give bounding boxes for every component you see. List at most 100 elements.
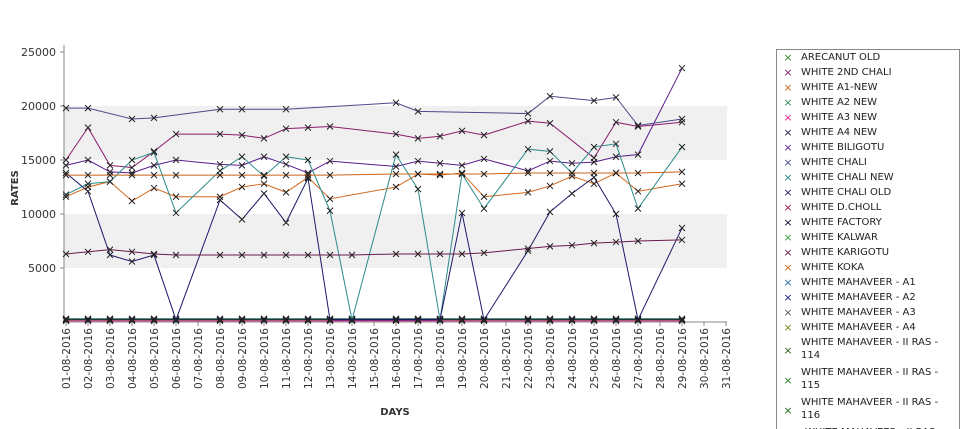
x-tick-label: 22-08-2016 [523, 328, 535, 389]
data-point [568, 315, 576, 323]
data-point [172, 251, 180, 259]
legend-label: WHITE MAHAVEER - II RAS - 116 [801, 397, 939, 421]
data-point [216, 171, 224, 179]
data-point [458, 209, 466, 217]
data-point [612, 153, 620, 161]
data-point [634, 123, 642, 130]
legend-label: WHITE MAHAVEER - II RAS - 114 [801, 337, 939, 361]
data-point [392, 316, 400, 324]
data-point [172, 130, 180, 138]
data-point [84, 180, 92, 188]
data-point [524, 145, 532, 153]
data-point [546, 119, 554, 127]
data-point [326, 251, 334, 259]
data-point [150, 171, 158, 179]
x-tick-label: 12-08-2016 [303, 328, 315, 389]
legend-item: × WHITE MAHAVEER - A4 [777, 320, 959, 335]
data-point [414, 157, 422, 165]
data-point [678, 236, 686, 244]
data-point [546, 208, 554, 216]
data-point [414, 135, 422, 142]
data-point [238, 131, 246, 139]
data-point [216, 196, 224, 204]
data-point [524, 169, 532, 177]
x-tick-label: 21-08-2016 [501, 328, 513, 389]
data-point [304, 251, 312, 259]
data-point [392, 99, 400, 107]
legend-label: WHITE A1-NEW [801, 82, 878, 93]
data-point [128, 115, 136, 123]
data-point [128, 258, 136, 265]
data-point [282, 160, 290, 168]
data-point [106, 246, 114, 253]
data-point [392, 170, 400, 178]
x-tick-label: 29-08-2016 [677, 328, 689, 389]
x-tick-label: 04-08-2016 [127, 328, 139, 389]
data-point [304, 315, 312, 323]
data-point [260, 171, 268, 179]
legend-item: × WHITE FACTORY [777, 215, 959, 230]
data-point [590, 97, 598, 104]
data-point [238, 183, 246, 191]
legend-marker: × [783, 201, 793, 214]
data-point [326, 157, 334, 165]
legend-label: WHITE FACTORY [801, 217, 882, 228]
data-point [106, 315, 114, 323]
legend-label: WHITE A3 NEW [801, 112, 878, 123]
data-point [634, 151, 642, 158]
data-point [524, 245, 532, 252]
data-point [414, 316, 422, 324]
data-point [480, 170, 488, 178]
data-point [546, 148, 554, 155]
data-point [238, 251, 246, 259]
legend-marker: × [783, 374, 793, 387]
data-point [612, 169, 620, 177]
series-white-chali-old [62, 169, 686, 324]
legend-item: × WHITE A1-NEW [777, 80, 959, 95]
data-point [238, 153, 246, 161]
y-axis-label: RATES [10, 170, 21, 206]
data-point [524, 315, 532, 323]
data-point [392, 250, 400, 258]
legend-item: × WHITE 2ND CHALI [777, 65, 959, 80]
data-point [282, 189, 290, 196]
data-point [392, 163, 400, 170]
legend-label: ARECANUT OLD [801, 52, 881, 63]
legend-label: WHITE MAHAVEER - II RAS [781, 425, 935, 429]
data-point [414, 108, 422, 115]
data-point [458, 162, 466, 169]
data-point [480, 316, 488, 324]
data-point [546, 243, 554, 250]
x-tick-label: 26-08-2016 [611, 328, 623, 389]
data-point [678, 224, 686, 232]
legend-label: WHITE BILIGOTU [801, 142, 885, 153]
data-point [238, 171, 246, 179]
data-point [458, 169, 466, 177]
data-point [546, 92, 554, 100]
x-tick-label: 30-08-2016 [699, 328, 711, 389]
legend-marker: × [783, 171, 793, 184]
x-tick-label: 11-08-2016 [281, 328, 293, 389]
legend-item: × WHITE MAHAVEER - II RAS - 116 [777, 395, 959, 422]
data-point [326, 316, 334, 324]
x-tick-label: 17-08-2016 [413, 328, 425, 389]
legend-item: × WHITE MAHAVEER - II RAS - 114 [777, 335, 959, 362]
x-tick-label: 23-08-2016 [545, 328, 557, 389]
legend-marker: × [783, 321, 793, 334]
x-tick-label: 02-08-2016 [83, 328, 95, 389]
series-white-chali [62, 92, 686, 129]
series-line [65, 67, 683, 174]
data-point [62, 171, 70, 179]
data-point [568, 159, 576, 167]
data-point [458, 127, 466, 135]
data-point [238, 162, 246, 169]
data-point [216, 105, 224, 113]
data-point [392, 130, 400, 138]
data-point [612, 140, 620, 148]
data-point [128, 171, 136, 179]
data-point [480, 193, 488, 201]
data-point [590, 239, 598, 247]
legend-label: WHITE MAHAVEER - A1 [801, 277, 916, 288]
data-point [84, 187, 92, 195]
data-point [392, 151, 400, 158]
